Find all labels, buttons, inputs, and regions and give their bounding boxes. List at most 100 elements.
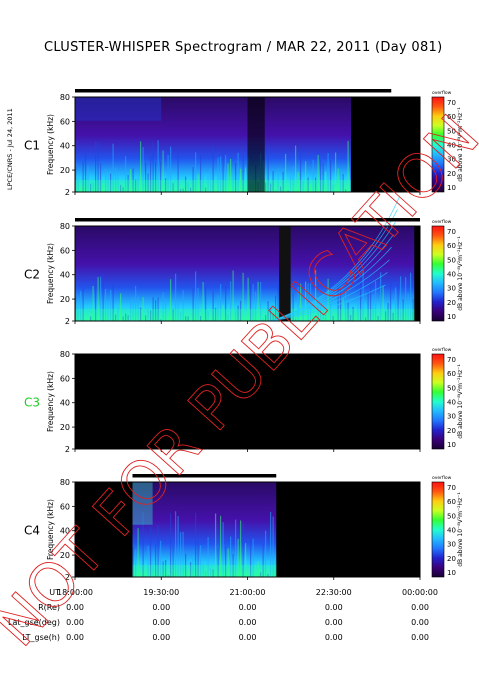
y-tick-label: 80 (60, 222, 70, 231)
spectrogram-streak (270, 511, 272, 577)
spectrogram-streak (195, 512, 197, 577)
spectrogram-streak (310, 283, 312, 321)
spectrogram-streak (267, 573, 269, 577)
spectrogram-streak (265, 315, 267, 321)
colorbar-title: overflow (432, 347, 452, 353)
spectrogram-streak (157, 297, 159, 321)
spectrogram-streak (305, 281, 307, 321)
spectrogram-streak (100, 276, 102, 321)
spectrogram-streak (332, 316, 334, 321)
spectrogram-streak (390, 275, 392, 321)
spectrogram-streak (397, 282, 399, 321)
colorbar-tick-label: 10 (447, 313, 456, 321)
colorbar-tick-label: 70 (447, 484, 456, 492)
ephemeris-value: 0.00 (324, 618, 343, 627)
spectrogram-streak (295, 145, 297, 192)
spectrogram-streak (135, 549, 137, 577)
spectrogram-streak (257, 561, 259, 577)
colorbar-tick-label: 50 (447, 512, 456, 520)
y-tick-label: 20 (60, 551, 70, 560)
spectrogram-streak (272, 313, 274, 321)
spectrogram-streak (132, 168, 134, 192)
spectrogram-streak (337, 286, 339, 321)
spectrogram-streak (320, 160, 322, 192)
chart-title: CLUSTER-WHISPER Spectrogram / MAR 22, 20… (44, 40, 443, 55)
ephemeris-row-label: LT_gse(h) (22, 633, 60, 642)
spectrogram-streak (265, 182, 267, 192)
spectrogram-streak (230, 158, 232, 192)
y-tick-label: 2 (65, 317, 70, 326)
spectrogram-streak (252, 284, 254, 321)
spectrogram-streak (277, 285, 279, 321)
spectrogram-streak (235, 309, 237, 321)
spectrogram-streak (167, 575, 169, 577)
colorbar-tick-label: 60 (447, 498, 456, 506)
spectrogram-streak (217, 157, 219, 192)
y-axis-label: Frequency (kHz) (46, 243, 55, 304)
spectrogram-streak (147, 545, 149, 577)
spectrogram-streak (367, 290, 369, 321)
spectrogram-streak (160, 319, 162, 321)
spectrogram-streak (232, 553, 234, 577)
spectrogram-streak (307, 283, 309, 321)
ephemeris-value: 0.00 (238, 618, 257, 627)
spectrogram-streak (157, 526, 159, 577)
ephemeris-value: 0.00 (324, 603, 343, 612)
spectrogram-streak (370, 272, 372, 321)
spectrogram-streak (292, 166, 294, 192)
spectrogram-streak (357, 302, 359, 321)
spectrogram-streak (332, 184, 334, 192)
ephemeris-value: 00:00:00 (402, 588, 438, 597)
ephemeris-value: 0.00 (152, 633, 171, 642)
spectrogram-streak (147, 309, 149, 321)
spectrogram-streak (185, 553, 187, 577)
spectrogram-streak (297, 172, 299, 192)
spectrogram-streak (95, 275, 97, 321)
spectrogram-streak (320, 306, 322, 321)
colorbar (431, 481, 445, 578)
spectrogram-streak (405, 277, 407, 321)
data-availability-bar (132, 474, 277, 478)
colorbar-label: dB above 10⁻⁸V²m⁻²Hz⁻¹ (457, 364, 464, 439)
y-tick-label: 40 (60, 527, 70, 536)
spectrogram-streak (192, 288, 194, 321)
spectrogram-streak (227, 163, 229, 192)
spectrogram-streak (87, 165, 89, 192)
spectrogram-streak (200, 154, 202, 192)
spectrogram-streak (182, 188, 184, 192)
spectrogram-streak (352, 306, 354, 321)
spectrogram-streak (335, 152, 337, 192)
ephemeris-value: 0.00 (411, 603, 429, 612)
spectrogram-streak (220, 284, 222, 321)
spectrogram-streak (280, 186, 282, 192)
spectrogram-streak (157, 140, 159, 192)
spectrogram-streak (265, 530, 267, 577)
data-availability-bar (75, 218, 420, 222)
spectrogram-streak (342, 298, 344, 321)
spectrogram-streak (225, 155, 227, 192)
spectrogram-streak (382, 285, 384, 321)
spectrogram-streak (150, 310, 152, 321)
spectrogram-streak (312, 159, 314, 192)
spectrogram-streak (102, 183, 104, 192)
ephemeris-row-label: Lat_gse(deg) (8, 618, 60, 627)
spectrogram-streak (112, 143, 114, 192)
panel-background (75, 354, 420, 449)
y-axis-label: Frequency (kHz) (46, 499, 55, 560)
spectrogram-streak (347, 140, 349, 192)
spectrogram-streak (212, 569, 214, 577)
y-tick-label: 2 (65, 188, 70, 197)
spectrogram-streak (140, 574, 142, 577)
spectrogram-streak (122, 316, 124, 321)
spectrogram-streak (212, 144, 214, 192)
spectrogram-streak (82, 286, 84, 321)
y-tick-label: 60 (60, 246, 70, 255)
y-tick-label: 80 (60, 478, 70, 487)
spectrogram-streak (107, 301, 109, 321)
y-tick-label: 20 (60, 166, 70, 175)
spectrogram-streak (145, 315, 147, 321)
colorbar-label: dB above 10⁻⁸V²m⁻²Hz⁻¹ (457, 107, 464, 182)
spectrogram-streak (287, 190, 289, 192)
colorbar-tick-label: 60 (447, 370, 456, 378)
